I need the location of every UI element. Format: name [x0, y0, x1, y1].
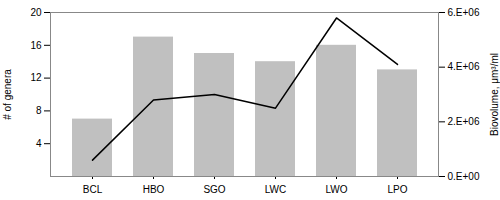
- svg-text:Biovolume, μm³/ml: Biovolume, μm³/ml: [489, 53, 500, 136]
- svg-text:# of genera: # of genera: [2, 69, 13, 120]
- svg-text:20: 20: [30, 7, 42, 18]
- svg-text:LWO: LWO: [325, 184, 347, 195]
- svg-text:8: 8: [36, 105, 42, 116]
- svg-text:6.E+06: 6.E+06: [448, 7, 480, 18]
- svg-text:0.E+00: 0.E+00: [448, 171, 480, 182]
- svg-text:BCL: BCL: [83, 184, 103, 195]
- svg-text:LWC: LWC: [265, 184, 286, 195]
- svg-text:12: 12: [30, 72, 42, 83]
- svg-text:LPO: LPO: [387, 184, 407, 195]
- svg-text:SGO: SGO: [203, 184, 225, 195]
- svg-text:16: 16: [30, 40, 42, 51]
- svg-text:2.E+06: 2.E+06: [448, 116, 480, 127]
- svg-text:4: 4: [36, 138, 42, 149]
- svg-text:HBO: HBO: [143, 184, 165, 195]
- svg-text:4.E+06: 4.E+06: [448, 61, 480, 72]
